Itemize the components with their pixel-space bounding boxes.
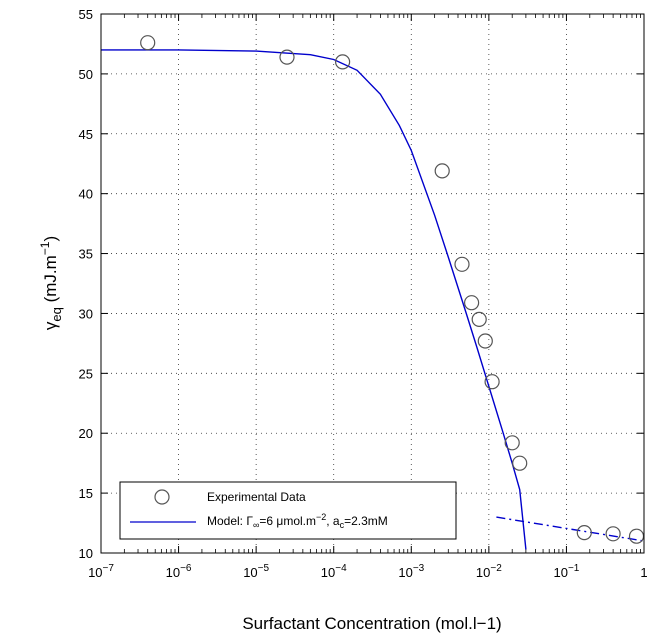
- data-point: [464, 295, 480, 311]
- plot-frame: [100, 13, 645, 554]
- x-tick-exponent: −7: [103, 563, 115, 574]
- legend-model-post: =2.3mM: [344, 514, 388, 528]
- data-point: [605, 526, 621, 542]
- x-tick-exponent: −3: [413, 563, 425, 574]
- y-axis-close: ): [41, 236, 60, 242]
- x-tick-exponent: −4: [335, 563, 347, 574]
- model-curve: [101, 49, 527, 550]
- x-tick-label: 10−1: [553, 563, 579, 580]
- data-point: [454, 256, 470, 272]
- legend-model-mid2: , a: [326, 514, 340, 528]
- y-axis-subscript: eq: [49, 307, 64, 321]
- y-tick-labels: 10 15 20 25 30 35 40 45 50 55: [79, 7, 93, 561]
- y-tick-label: 30: [79, 306, 93, 321]
- minor-ticks: [100, 13, 645, 554]
- data-point: [140, 35, 156, 51]
- data-point: [477, 333, 493, 349]
- x-tick-exponent: −2: [490, 563, 502, 574]
- y-axis-superscript: −1: [38, 241, 52, 255]
- legend-label-model: Model: Γ∞=6 μmol.m−2, ac=2.3mM: [207, 512, 388, 530]
- data-point: [628, 528, 645, 544]
- legend-label-experimental: Experimental Data: [207, 490, 306, 504]
- legend-marker-experimental: [154, 489, 170, 505]
- x-tick-base: 10: [398, 565, 412, 580]
- x-tick-label: 1: [640, 565, 647, 580]
- legend-box: [119, 481, 457, 540]
- y-tick-label: 50: [79, 67, 93, 82]
- legend: Experimental Data Model: Γ∞=6 μmol.m−2, …: [119, 481, 457, 540]
- x-tick-base: 10: [321, 565, 335, 580]
- x-tick-label: 10−7: [88, 563, 114, 580]
- x-tick-base: 10: [88, 565, 102, 580]
- y-axis-title: γeq (mJ.m−1): [38, 236, 64, 330]
- data-point: [335, 54, 351, 70]
- legend-model-mid: =6 μmol.m: [259, 514, 316, 528]
- y-tick-label: 20: [79, 426, 93, 441]
- x-tick-base: 10: [166, 565, 180, 580]
- x-tick-base: 10: [553, 565, 567, 580]
- x-tick-base: 1: [640, 565, 647, 580]
- y-tick-label: 15: [79, 486, 93, 501]
- y-tick-label: 35: [79, 247, 93, 262]
- series-layer: [101, 49, 644, 550]
- x-tick-base: 10: [243, 565, 257, 580]
- y-tick-label: 10: [79, 546, 93, 561]
- data-point: [512, 455, 528, 471]
- x-tick-exponent: −1: [568, 563, 580, 574]
- y-axis-unit: (mJ.m: [41, 255, 60, 307]
- data-point: [504, 435, 520, 451]
- x-tick-label: 10−4: [321, 563, 347, 580]
- x-tick-labels: 10−7 10−6 10−5 10−4 10−3 10−2 10−1 1: [88, 563, 648, 580]
- y-axis-symbol: γ: [41, 321, 60, 330]
- data-point: [434, 163, 450, 179]
- legend-model-sub1: ∞: [253, 520, 259, 530]
- data-point: [279, 49, 295, 65]
- x-axis-title: Surfactant Concentration (mol.l−1): [242, 614, 501, 633]
- x-tick-exponent: −6: [180, 563, 192, 574]
- grid: [101, 14, 644, 553]
- legend-model-pre: Model: Γ: [207, 514, 253, 528]
- data-point: [576, 524, 592, 541]
- y-tick-label: 25: [79, 366, 93, 381]
- x-tick-exponent: −5: [258, 563, 270, 574]
- x-tick-label: 10−2: [476, 563, 502, 580]
- legend-model-sup: −2: [316, 512, 326, 522]
- points-layer: [140, 35, 645, 544]
- x-tick-label: 10−5: [243, 563, 269, 580]
- x-tick-label: 10−3: [398, 563, 424, 580]
- svg-text:γeq (mJ.m−1): γeq (mJ.m−1): [38, 236, 64, 330]
- data-point: [484, 374, 500, 390]
- data-point: [471, 311, 487, 327]
- x-tick-base: 10: [476, 565, 490, 580]
- legend-model-sub2: c: [340, 520, 345, 530]
- y-tick-label: 55: [79, 7, 93, 22]
- y-tick-label: 40: [79, 187, 93, 202]
- model-dashed-segment: [496, 516, 644, 542]
- y-tick-label: 45: [79, 127, 93, 142]
- x-tick-label: 10−6: [166, 563, 192, 580]
